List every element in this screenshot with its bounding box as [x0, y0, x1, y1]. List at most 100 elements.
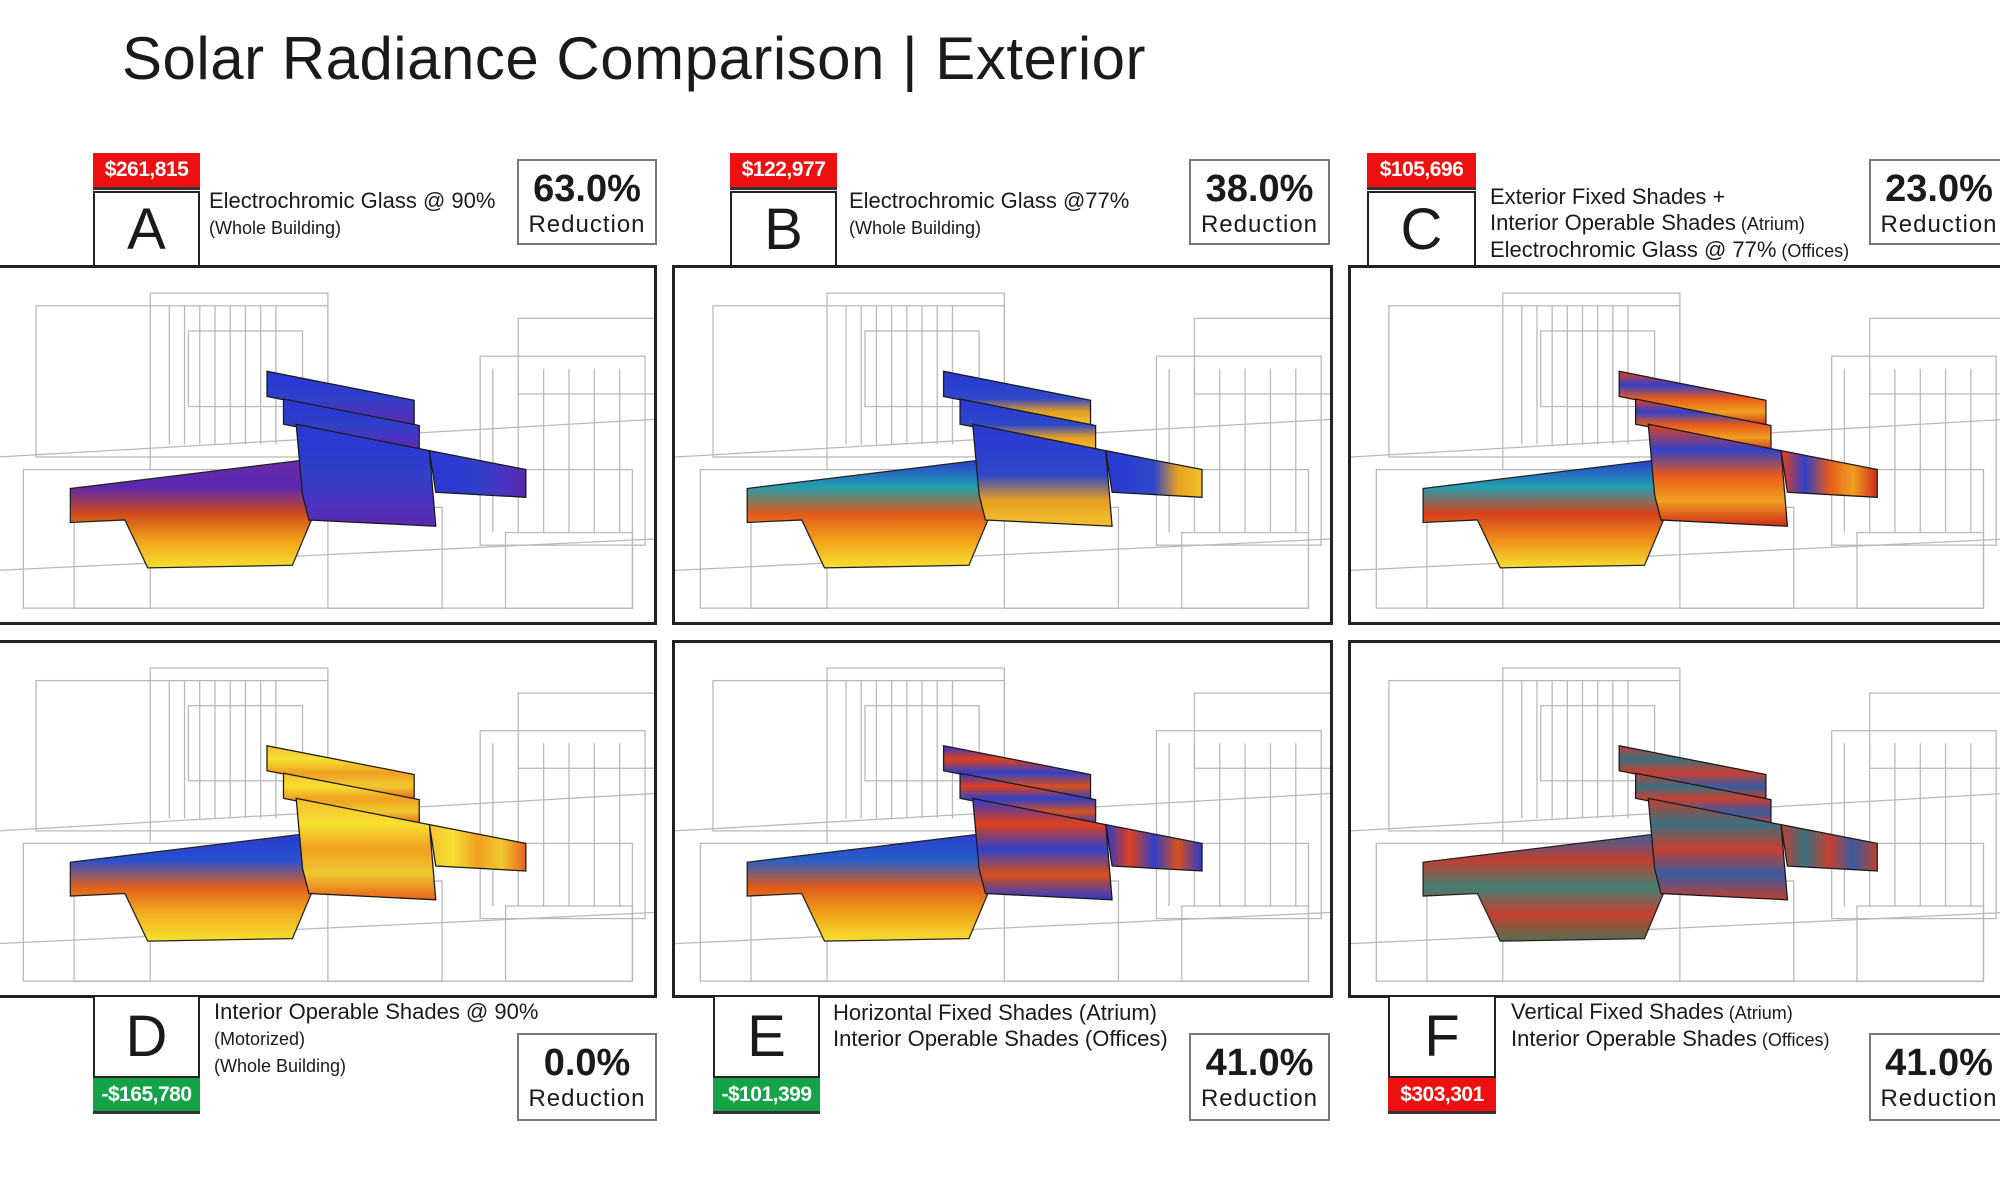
wireframe-context	[1193, 692, 1330, 769]
description-line: (Motorized)	[214, 1025, 538, 1052]
atrium-facade	[1422, 832, 1665, 942]
reduction-box: 0.0% Reduction	[517, 1033, 657, 1121]
reduction-label: Reduction	[528, 1085, 646, 1112]
reduction-label: Reduction	[1200, 211, 1319, 238]
reduction-label: Reduction	[1880, 1085, 1998, 1112]
description-text: (Motorized)	[214, 1029, 306, 1049]
description-text: Horizontal Fixed Shades (Atrium)	[833, 1000, 1158, 1025]
option-letter: F	[1388, 997, 1496, 1078]
render-panel-d	[0, 640, 657, 998]
render-panel-c	[1348, 265, 2000, 625]
description-text: Electrochromic Glass @ 77%	[1490, 237, 1777, 262]
atrium-facade	[69, 832, 313, 942]
reduction-label: Reduction	[1200, 1085, 1319, 1112]
description-line: (Whole Building)	[214, 1052, 538, 1079]
page-title: Solar Radiance Comparison | Exterior	[122, 25, 1147, 92]
office-wing	[428, 449, 527, 498]
wireframe-context	[1869, 317, 2000, 395]
render-panel-a	[0, 265, 657, 625]
wireframe-context	[1155, 730, 1322, 920]
office-tower-body	[295, 423, 437, 527]
description-line: Interior Operable Shades (Offices)	[1511, 1026, 1830, 1053]
office-tower-body	[295, 797, 437, 901]
description-text: Interior Operable Shades @ 90%	[214, 999, 539, 1024]
wireframe-context	[479, 730, 646, 920]
description-line: Interior Operable Shades (Atrium)	[1490, 210, 1849, 237]
solar-radiance-render	[675, 292, 1330, 609]
office-tower-body	[1647, 797, 1789, 901]
cost-badge: $303,301	[1388, 1078, 1496, 1114]
reduction-percent: 63.0%	[533, 168, 641, 210]
option-letter: A	[93, 191, 200, 265]
office-tower-body	[1647, 423, 1789, 527]
description-text: Vertical Fixed Shades	[1511, 999, 1724, 1024]
cost-badge: $105,696	[1367, 153, 1476, 190]
solar-radiance-render	[0, 292, 654, 609]
atrium-facade	[69, 458, 313, 569]
option-description: Horizontal Fixed Shades (Atrium) Interior…	[833, 1000, 1168, 1052]
cost-badge: -$101,399	[713, 1078, 820, 1114]
option-description: Electrochromic Glass @ 90% (Whole Buildin…	[209, 188, 495, 241]
description-line: Electrochromic Glass @77%	[849, 188, 1129, 214]
wireframe-context	[479, 355, 646, 546]
option-description: Electrochromic Glass @77% (Whole Building…	[849, 188, 1129, 241]
description-line: Electrochromic Glass @ 77% (Offices)	[1490, 237, 1849, 264]
reduction-percent: 41.0%	[1885, 1042, 1993, 1084]
reduction-box: 41.0% Reduction	[1189, 1033, 1330, 1121]
wireframe-context	[504, 905, 634, 982]
option-letter: E	[713, 997, 820, 1078]
atrium-facade	[746, 458, 989, 569]
wireframe-context	[517, 692, 654, 769]
wireframe-context	[1831, 730, 1997, 920]
option-letter: C	[1367, 191, 1476, 265]
description-line: Horizontal Fixed Shades (Atrium)	[833, 1000, 1168, 1026]
wireframe-context	[1856, 531, 1985, 609]
wireframe-context	[504, 531, 634, 609]
wireframe-context	[1181, 531, 1310, 609]
description-text: (Whole Building)	[209, 218, 342, 238]
description-text: Electrochromic Glass @ 90%	[209, 188, 496, 213]
reduction-box: 41.0% Reduction	[1869, 1033, 2000, 1121]
description-line: Electrochromic Glass @ 90%	[209, 188, 495, 214]
office-wing	[1780, 823, 1878, 872]
solar-radiance-render	[1351, 292, 2000, 609]
description-line: Interior Operable Shades (Offices)	[833, 1026, 1168, 1052]
reduction-box: 23.0% Reduction	[1869, 159, 2000, 245]
reduction-label: Reduction	[1880, 211, 1998, 238]
wireframe-context	[1856, 905, 1985, 982]
description-text: Exterior Fixed Shades +	[1490, 184, 1726, 209]
reduction-percent: 0.0%	[543, 1042, 631, 1084]
description-text: Interior Operable Shades	[1490, 210, 1736, 235]
atrium-facade	[746, 832, 989, 942]
wireframe-context	[1155, 355, 1322, 546]
description-text: (Whole Building)	[849, 218, 982, 238]
option-description: Exterior Fixed Shades + Interior Operable…	[1490, 184, 1849, 264]
wireframe-context	[1831, 355, 1997, 546]
cost-badge: $122,977	[730, 153, 837, 190]
solar-radiance-render	[0, 667, 654, 982]
office-wing	[428, 823, 527, 872]
reduction-percent: 41.0%	[1205, 1042, 1314, 1084]
office-tower-body	[972, 423, 1113, 527]
render-panel-f	[1348, 640, 2000, 998]
wireframe-context	[1869, 692, 2000, 769]
description-qualifier: (Offices)	[1756, 1030, 1830, 1050]
description-line: (Whole Building)	[849, 214, 1129, 241]
wireframe-context	[517, 317, 654, 395]
description-text: Interior Operable Shades	[1511, 1026, 1757, 1051]
description-line: (Whole Building)	[209, 214, 495, 241]
option-description: Interior Operable Shades @ 90% (Motorized…	[214, 999, 538, 1079]
reduction-label: Reduction	[528, 211, 646, 238]
description-text: Electrochromic Glass @77%	[849, 188, 1130, 213]
wireframe-context	[1181, 905, 1310, 982]
description-qualifier: (Atrium)	[1723, 1003, 1793, 1023]
office-wing	[1104, 449, 1203, 498]
description-line: Interior Operable Shades @ 90%	[214, 999, 538, 1025]
atrium-facade	[1422, 458, 1665, 569]
solar-radiance-render	[675, 667, 1330, 982]
description-qualifier: (Atrium)	[1735, 214, 1805, 234]
render-panel-b	[672, 265, 1333, 625]
solar-radiance-render	[1351, 667, 2000, 982]
option-description: Vertical Fixed Shades (Atrium) Interior O…	[1511, 999, 1830, 1053]
description-qualifier: (Offices)	[1776, 241, 1850, 261]
